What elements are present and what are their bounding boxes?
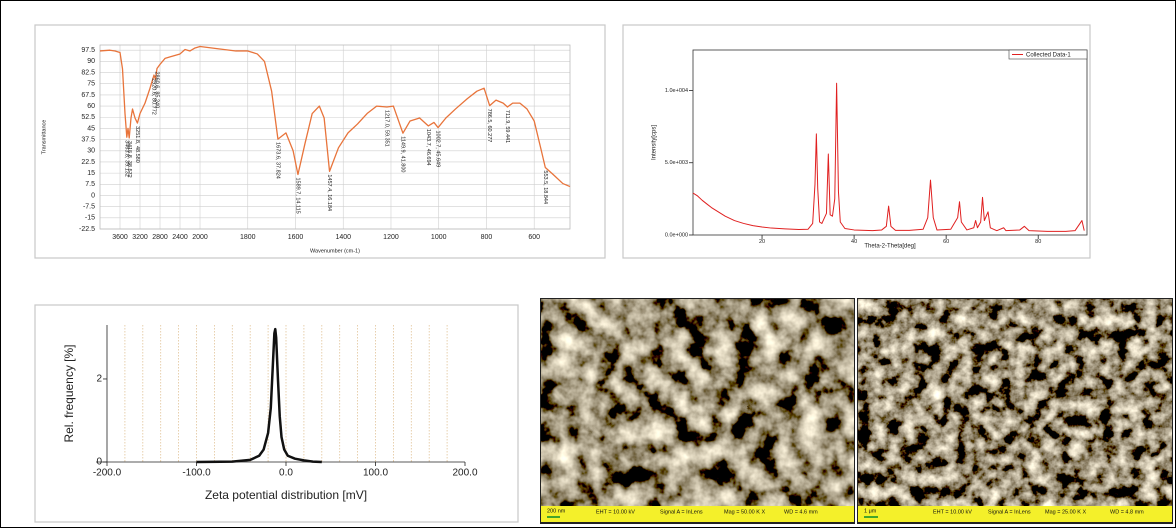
x-tick-label: 2000 <box>192 234 208 241</box>
y-tick-label: -15 <box>85 215 95 222</box>
x-tick-label: 600 <box>528 234 540 241</box>
y-tick-label: 37.5 <box>81 136 95 143</box>
x-tick-label: 20 <box>759 239 765 245</box>
data-line <box>99 45 571 188</box>
x-tick-label: 1400 <box>335 234 351 241</box>
peak-annotation: 2920.6, 80.772 <box>151 78 157 115</box>
data-line <box>692 82 1085 232</box>
y-tick-label: -7.5 <box>83 203 95 210</box>
y-tick-label: 90 <box>87 58 95 65</box>
peak-annotation: 1673.6, 37.824 <box>274 142 280 179</box>
x-tick-label: 800 <box>481 234 493 241</box>
peak-annotation: 1457.4, 16.184 <box>326 174 332 211</box>
peak-annotation: 553.5, 18.844 <box>542 170 548 204</box>
peak-annotation: 3463.8, 39.132 <box>123 140 129 177</box>
x-tick-label: 1600 <box>288 234 304 241</box>
x-tick-label: 3200 <box>132 234 148 241</box>
y-tick-label: 30 <box>87 148 95 155</box>
y-tick-label: 82.5 <box>81 69 95 76</box>
peak-annotation: 1149.9, 41.800 <box>399 136 405 172</box>
y-tick-label: 97.5 <box>81 47 95 54</box>
y-tick-label: 0.0e+000 <box>665 232 688 238</box>
y-tick-label: 15 <box>87 170 95 177</box>
x-tick-label: 100.0 <box>363 468 388 479</box>
y-tick-label: 52.5 <box>81 114 95 121</box>
chart: 0.0e+000 5.0e+003 1.0e+004 20 40 60 80 Intensit… <box>622 24 1091 259</box>
chart: 97.5 90 82.5 75 67.5 60 52.5 45 37.5 30 22.5 15 7.5 0… <box>34 24 606 259</box>
wd: WD = 4.8 mm <box>1110 509 1144 515</box>
plot-frame <box>692 49 1088 236</box>
x-tick-label: -100.0 <box>182 468 211 479</box>
x-tick-label: 1800 <box>240 234 256 241</box>
x-tick-label: 1000 <box>431 234 447 241</box>
x-tick-label: 2400 <box>172 234 188 241</box>
y-tick-label: 7.5 <box>85 181 95 188</box>
peak-annotation: 2860.6, 85.240 <box>154 71 160 108</box>
x-tick-label: 80 <box>1035 239 1041 245</box>
peak-annotation: 786.5, 60.277 <box>486 109 492 143</box>
mag: Mag = 50.00 K X <box>724 509 765 515</box>
x-tick-label: 2800 <box>152 234 168 241</box>
mag: Mag = 25.00 K X <box>1045 509 1086 515</box>
peak-annotation: 1589.7, 14.115 <box>295 177 301 213</box>
peak-annotation: 711.9, 59.441 <box>504 110 510 143</box>
x-tick-label: 1200 <box>383 234 399 241</box>
peak-annotation: 1002.7, 45.649 <box>435 130 441 167</box>
signal: Signal A = InLens <box>660 509 703 515</box>
x-tick-label: 60 <box>943 239 949 245</box>
peak-annotation: 3251.8, 48.580 <box>134 126 140 163</box>
x-axis-label: Wavenumber (cm-1) <box>310 248 360 254</box>
y-tick-label: 1.0e+004 <box>665 88 688 94</box>
legend-box <box>1008 49 1088 60</box>
data-line <box>196 327 322 464</box>
sem-image <box>541 299 854 506</box>
x-axis-label: Zeta potential distribution [mV] <box>205 488 367 502</box>
peak-annotation: 1043.7, 46.694 <box>425 129 431 166</box>
y-axis-label: Transmittance <box>41 120 47 155</box>
legend-label: Collected Data-1 <box>1026 52 1071 58</box>
chart-panel <box>622 24 1091 259</box>
signal: Signal A = InLens <box>988 509 1031 515</box>
info-bar <box>541 506 854 522</box>
sem-panel: 1 μm EHT = 10.00 kV Signal A = InLens Ma… <box>857 298 1173 524</box>
x-tick-label: 200.0 <box>452 468 477 479</box>
y-tick-label: 67.5 <box>81 92 95 99</box>
x-tick-label: 3600 <box>112 234 128 241</box>
y-tick-label: 75 <box>87 81 95 88</box>
y-tick-label: 0 <box>91 192 95 199</box>
x-tick-label: 0.0 <box>279 468 293 479</box>
x-tick-label: 40 <box>851 239 857 245</box>
y-tick-label: 60 <box>87 103 95 110</box>
y-tick-label: 22.5 <box>81 159 95 166</box>
eht: EHT = 10.00 kV <box>933 509 972 515</box>
y-axis-label: Rel. frequency [%] <box>62 344 76 442</box>
eht: EHT = 10.00 kV <box>596 509 635 515</box>
scale-bar-label: 200 nm <box>547 508 566 514</box>
y-tick-label: 45 <box>87 125 95 132</box>
y-tick-label: 2 <box>96 374 102 385</box>
y-tick-label: 5.0e+003 <box>665 160 688 166</box>
wd: WD = 4.6 mm <box>784 509 818 515</box>
info-bar <box>858 506 1172 522</box>
x-tick-label: -200.0 <box>93 468 122 479</box>
y-axis-label: Intensity[cps] <box>652 125 658 160</box>
sem-image <box>858 299 1172 506</box>
peak-annotation: 3415.8, 38.572 <box>126 141 132 178</box>
y-tick-label: -22.5 <box>79 226 95 233</box>
scale-bar-label: 1 μm <box>864 508 877 514</box>
x-axis-label: Theta-2-Theta[deg] <box>864 244 916 250</box>
chart-panel <box>34 24 606 259</box>
sem-panel: 200 nm EHT = 10.00 kV Signal A = InLens … <box>540 298 855 524</box>
peak-annotation: 1217.0, 59.351 <box>383 110 389 147</box>
plot-frame <box>99 44 571 230</box>
